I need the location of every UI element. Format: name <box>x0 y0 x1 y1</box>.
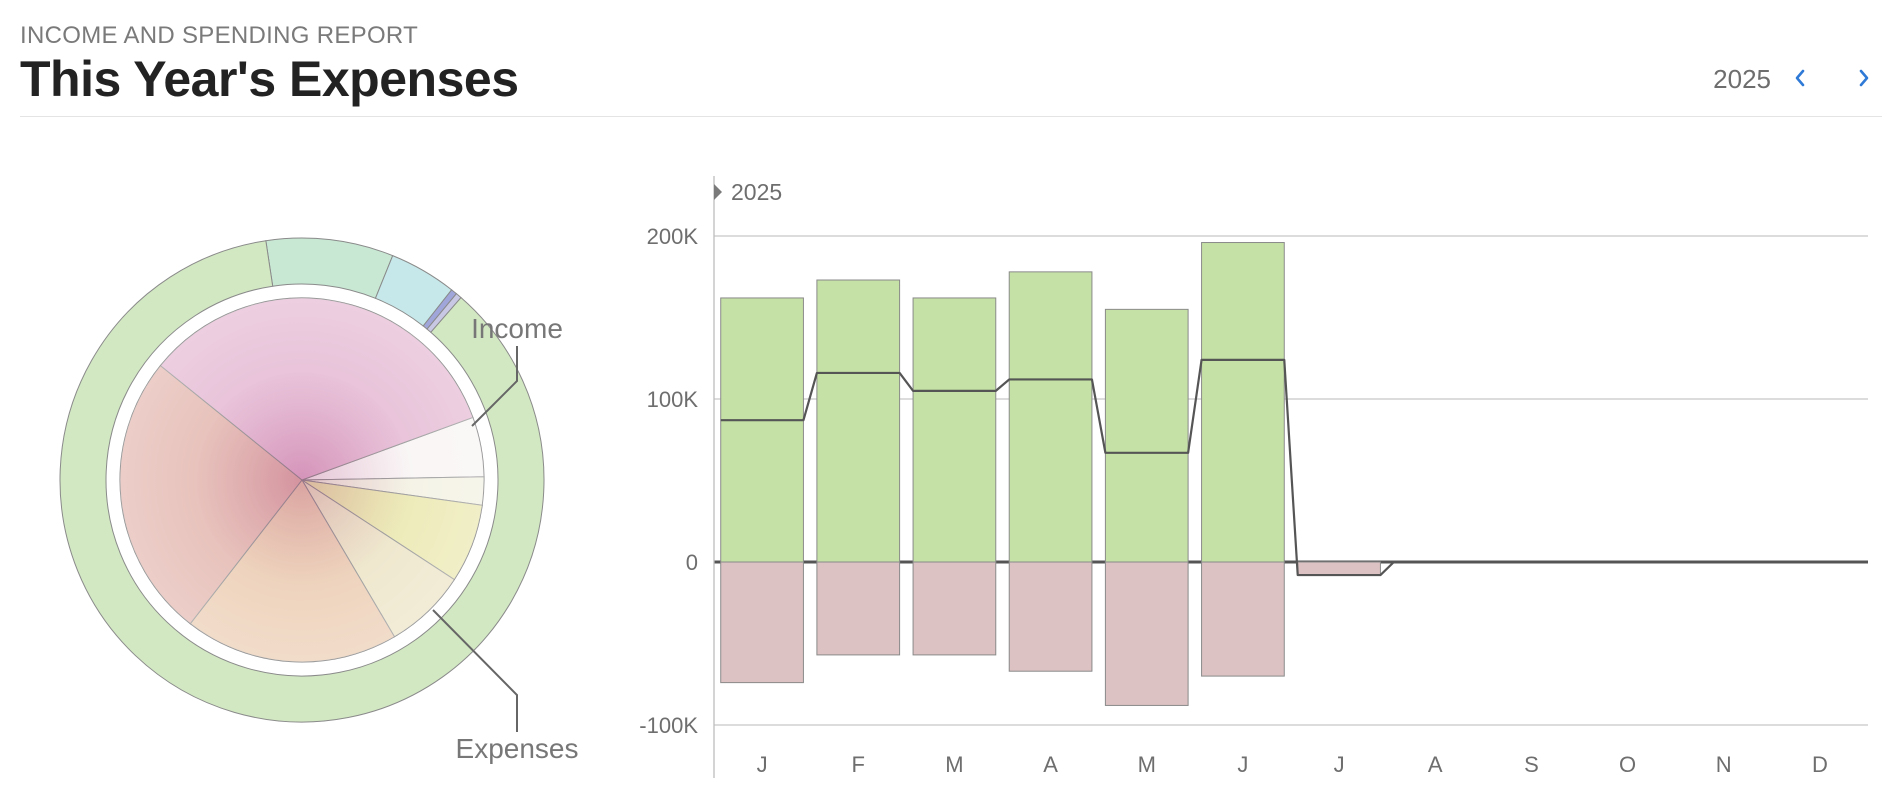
x-tick-label: M <box>1138 752 1156 777</box>
x-tick-label: A <box>1043 752 1058 777</box>
income-bar[interactable] <box>816 279 901 563</box>
income-bar[interactable] <box>720 297 804 563</box>
income-ring-slice <box>59 240 545 723</box>
x-tick-label: M <box>945 752 963 777</box>
x-tick-label: D <box>1812 752 1828 777</box>
income-ring <box>59 237 545 723</box>
y-tick-label: 100K <box>647 387 699 412</box>
bar-chart-svg: 200K 100K 0 -100K J F M A M J J A S O N D 2025 <box>639 176 1868 778</box>
expenses-callout-line <box>432 609 518 732</box>
x-tick-label: J <box>1334 752 1345 777</box>
income-bar[interactable] <box>1008 271 1093 563</box>
chevron-right-icon <box>1859 69 1869 87</box>
series-toggle-icon[interactable] <box>714 184 722 200</box>
expense-bar[interactable] <box>720 561 804 684</box>
donut-chart-svg: Income Expenses <box>59 237 579 764</box>
page-title: This Year's Expenses <box>20 51 519 107</box>
y-tick-label: 200K <box>647 224 699 249</box>
income-callout-line <box>471 346 518 427</box>
pie-highlight <box>120 298 484 662</box>
next-year-button[interactable] <box>1846 60 1882 96</box>
x-tick-label: J <box>757 752 768 777</box>
year-navigator: 2025 <box>1682 60 1882 100</box>
report-header: INCOME AND SPENDING REPORT This Year's E… <box>20 0 1882 117</box>
expense-bar[interactable] <box>816 561 901 656</box>
expense-bar[interactable] <box>1104 561 1189 706</box>
x-tick-label: O <box>1619 752 1636 777</box>
bar-axes: 200K 100K 0 -100K J F M A M J J A S O N D <box>639 176 1828 778</box>
x-tick-label: F <box>852 752 865 777</box>
x-tick-label: N <box>1716 752 1732 777</box>
income-ring-slice <box>265 237 394 299</box>
x-tick-label: A <box>1428 752 1443 777</box>
year-label: 2025 <box>1713 64 1771 94</box>
monthly-bar-chart: 200K 100K 0 -100K J F M A M J J A S O N D 2025 <box>600 120 1892 800</box>
income-bar[interactable] <box>912 297 997 563</box>
series-legend-label: 2025 <box>731 179 782 205</box>
expenses-label: Expenses <box>456 733 579 764</box>
expense-bar[interactable] <box>1201 561 1285 677</box>
income-bar[interactable] <box>1201 242 1285 563</box>
bar-marks <box>720 242 1381 706</box>
chevron-left-icon <box>1795 69 1805 87</box>
y-tick-label: -100K <box>639 713 698 738</box>
income-bar[interactable] <box>1104 308 1189 563</box>
x-tick-label: S <box>1524 752 1539 777</box>
previous-year-button[interactable] <box>1782 60 1818 96</box>
expense-bar[interactable] <box>912 561 997 656</box>
expense-bar[interactable] <box>1008 561 1093 672</box>
expenses-pie <box>119 297 485 663</box>
x-tick-label: J <box>1237 752 1248 777</box>
income-label: Income <box>471 313 563 344</box>
report-subtitle: INCOME AND SPENDING REPORT <box>20 22 419 49</box>
net-balance-line <box>720 358 1862 577</box>
y-tick-label: 0 <box>686 550 698 575</box>
expense-bar[interactable] <box>1297 561 1381 576</box>
net-line-layer <box>720 358 1862 577</box>
income-expenses-donut-chart: Income Expenses <box>0 120 620 780</box>
